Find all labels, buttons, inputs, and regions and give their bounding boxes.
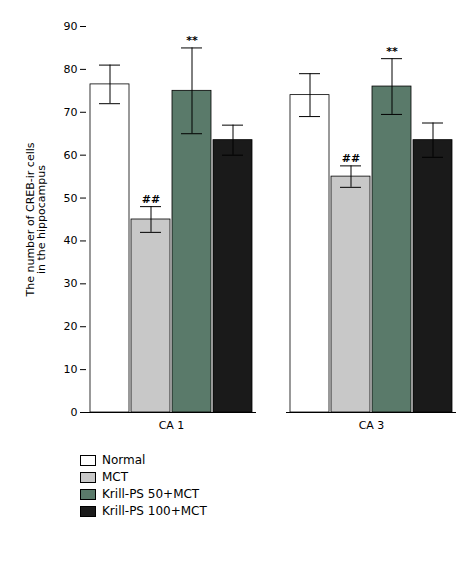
svg-text:80: 80 <box>64 63 78 76</box>
svg-text:10: 10 <box>64 363 78 376</box>
html-text:MCT: MCT <box>102 470 129 484</box>
svg-text:**: ** <box>186 34 198 47</box>
svg-text:0: 0 <box>71 406 78 419</box>
svg-text:##: ## <box>342 152 360 165</box>
svg-text:30: 30 <box>64 277 78 290</box>
svg-text:50: 50 <box>64 192 78 205</box>
svg-text:CA 3: CA 3 <box>359 419 385 432</box>
svg-text:**: ** <box>386 45 398 58</box>
svg-text:##: ## <box>142 193 160 206</box>
svg-text:90: 90 <box>64 20 78 33</box>
svg-text:70: 70 <box>64 106 78 119</box>
svg-text:The number of CREB-ir cellsin: The number of CREB-ir cellsin the hippoc… <box>24 142 48 297</box>
html-text:Krill-PS 50+MCT: Krill-PS 50+MCT <box>102 487 200 501</box>
svg-text:40: 40 <box>64 234 78 247</box>
html-text:Normal: Normal <box>102 453 146 467</box>
html-text:Krill-PS 100+MCT: Krill-PS 100+MCT <box>102 504 207 518</box>
svg-text:20: 20 <box>64 320 78 333</box>
svg-text:CA 1: CA 1 <box>159 419 185 432</box>
svg-text:60: 60 <box>64 149 78 162</box>
